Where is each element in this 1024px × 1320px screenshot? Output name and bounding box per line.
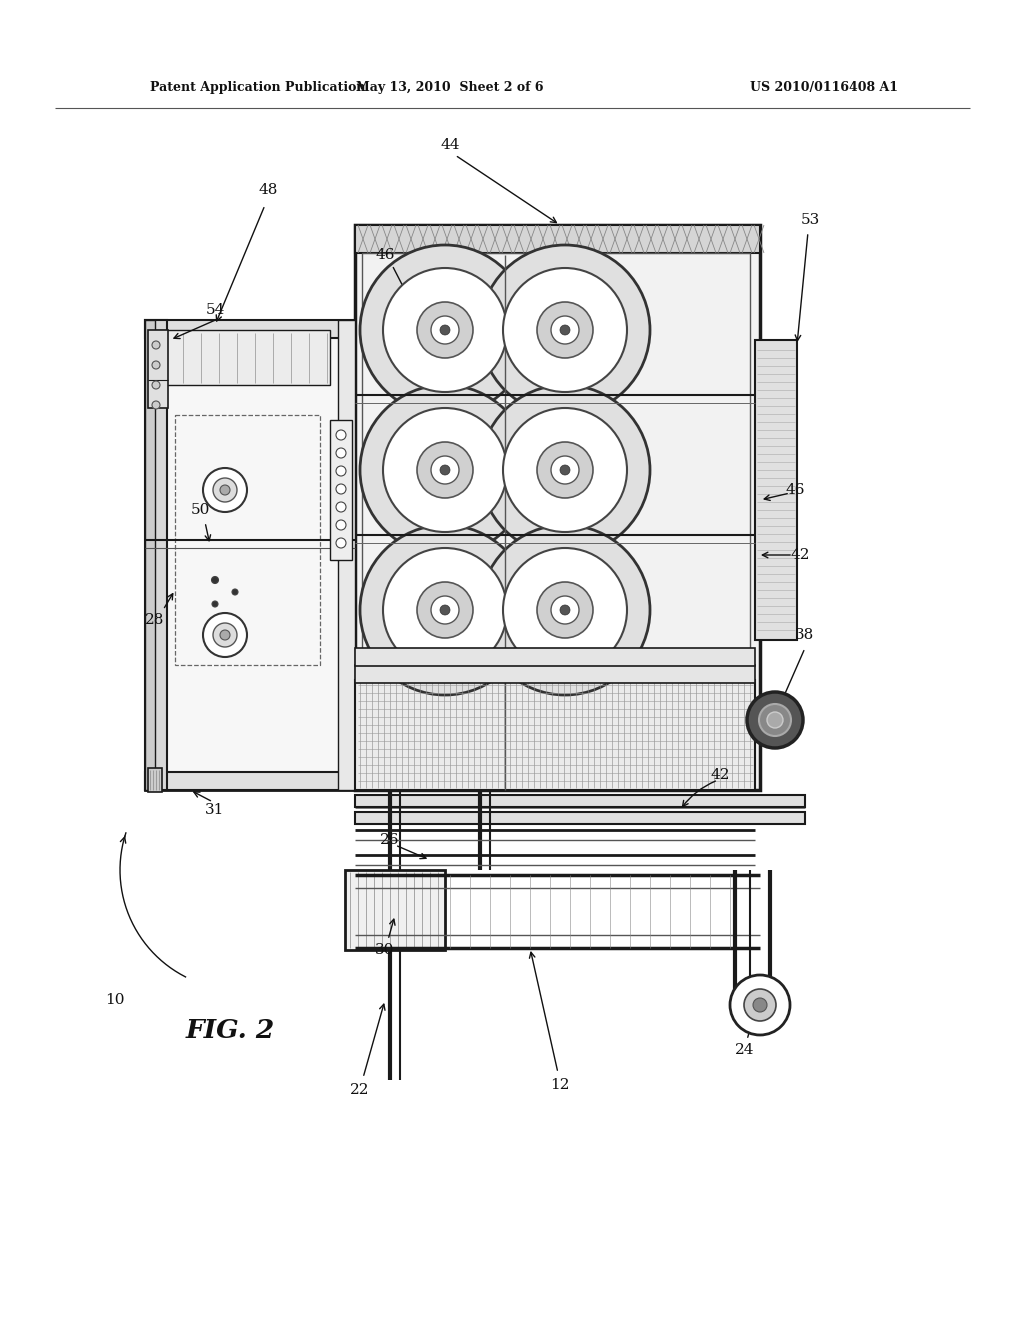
Text: 48: 48 xyxy=(258,183,278,197)
Circle shape xyxy=(730,975,790,1035)
Text: 30: 30 xyxy=(376,942,394,957)
Circle shape xyxy=(560,465,570,475)
Circle shape xyxy=(431,455,459,484)
Circle shape xyxy=(212,601,218,607)
Circle shape xyxy=(360,246,530,414)
Circle shape xyxy=(336,466,346,477)
Text: 50: 50 xyxy=(190,503,210,517)
Bar xyxy=(148,768,162,792)
Circle shape xyxy=(560,325,570,335)
Circle shape xyxy=(440,325,450,335)
Circle shape xyxy=(537,302,593,358)
Bar xyxy=(355,812,805,824)
Circle shape xyxy=(480,385,650,554)
Bar xyxy=(355,795,805,807)
Circle shape xyxy=(220,484,230,495)
Bar xyxy=(145,319,155,789)
Text: 28: 28 xyxy=(145,612,165,627)
Text: 46: 46 xyxy=(785,483,805,498)
Circle shape xyxy=(560,605,570,615)
Text: 12: 12 xyxy=(550,1078,569,1092)
Circle shape xyxy=(360,385,530,554)
Bar xyxy=(155,330,330,385)
Circle shape xyxy=(220,630,230,640)
Bar xyxy=(145,319,167,789)
Bar xyxy=(330,420,352,560)
Circle shape xyxy=(152,381,160,389)
Text: 26: 26 xyxy=(380,833,399,847)
Text: 38: 38 xyxy=(796,628,815,642)
Text: 22: 22 xyxy=(350,1082,370,1097)
Bar xyxy=(355,224,760,789)
Circle shape xyxy=(383,408,507,532)
Circle shape xyxy=(440,465,450,475)
Bar xyxy=(145,772,355,789)
Text: Patent Application Publication: Patent Application Publication xyxy=(150,82,366,95)
Text: 42: 42 xyxy=(791,548,810,562)
Circle shape xyxy=(744,989,776,1020)
Circle shape xyxy=(152,401,160,409)
Circle shape xyxy=(503,408,627,532)
Text: US 2010/0116408 A1: US 2010/0116408 A1 xyxy=(750,82,898,95)
Circle shape xyxy=(213,623,237,647)
Text: 10: 10 xyxy=(105,993,125,1007)
Text: 44: 44 xyxy=(440,139,460,152)
Circle shape xyxy=(213,478,237,502)
Bar xyxy=(355,648,755,667)
Circle shape xyxy=(537,442,593,498)
Circle shape xyxy=(417,302,473,358)
Text: 31: 31 xyxy=(206,803,224,817)
Bar xyxy=(145,319,355,338)
Circle shape xyxy=(746,692,803,748)
Circle shape xyxy=(212,577,218,583)
Bar xyxy=(362,253,750,788)
Circle shape xyxy=(759,704,791,737)
Circle shape xyxy=(152,360,160,370)
Text: 46: 46 xyxy=(375,248,394,261)
Bar xyxy=(338,319,355,789)
Circle shape xyxy=(336,502,346,512)
Circle shape xyxy=(431,597,459,624)
Circle shape xyxy=(336,539,346,548)
Circle shape xyxy=(503,548,627,672)
Circle shape xyxy=(417,442,473,498)
Text: May 13, 2010  Sheet 2 of 6: May 13, 2010 Sheet 2 of 6 xyxy=(356,82,544,95)
Circle shape xyxy=(551,455,579,484)
Text: 42: 42 xyxy=(711,768,730,781)
Circle shape xyxy=(152,341,160,348)
Circle shape xyxy=(767,711,783,729)
Text: 24: 24 xyxy=(735,1043,755,1057)
Bar xyxy=(148,330,168,408)
Circle shape xyxy=(551,315,579,345)
Circle shape xyxy=(203,469,247,512)
Circle shape xyxy=(431,315,459,345)
Circle shape xyxy=(383,268,507,392)
Text: FIG. 2: FIG. 2 xyxy=(185,1018,274,1043)
Circle shape xyxy=(232,589,238,595)
Circle shape xyxy=(336,430,346,440)
Bar xyxy=(755,341,797,640)
Circle shape xyxy=(551,597,579,624)
Bar xyxy=(145,319,355,789)
Bar xyxy=(355,224,760,253)
Circle shape xyxy=(203,612,247,657)
Bar xyxy=(355,680,755,789)
Circle shape xyxy=(753,998,767,1012)
Circle shape xyxy=(336,484,346,494)
Circle shape xyxy=(336,520,346,531)
Circle shape xyxy=(383,548,507,672)
Text: 53: 53 xyxy=(801,213,819,227)
Bar xyxy=(175,414,319,665)
Circle shape xyxy=(480,525,650,696)
Circle shape xyxy=(503,268,627,392)
Bar xyxy=(345,870,445,950)
Circle shape xyxy=(440,605,450,615)
Circle shape xyxy=(417,582,473,638)
Circle shape xyxy=(537,582,593,638)
Circle shape xyxy=(480,246,650,414)
Circle shape xyxy=(336,447,346,458)
Bar xyxy=(355,665,755,682)
Circle shape xyxy=(360,525,530,696)
Text: 54: 54 xyxy=(206,304,224,317)
